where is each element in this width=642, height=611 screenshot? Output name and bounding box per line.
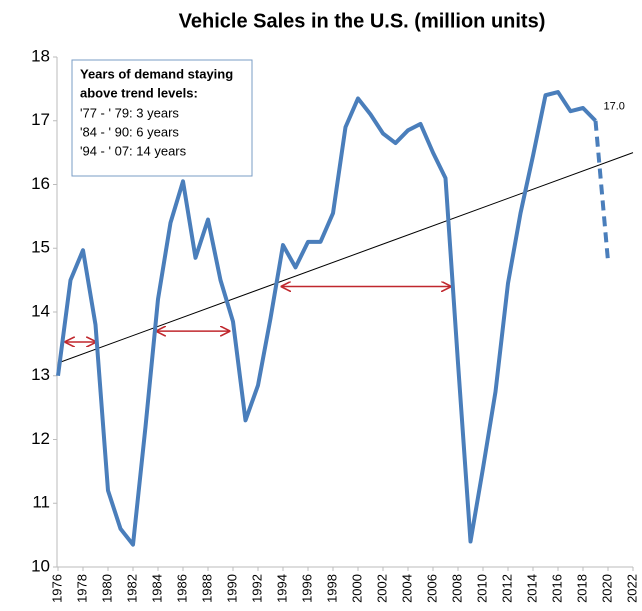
x-tick-label: 1978 xyxy=(74,574,89,603)
annotation-line: '94 - ' 07: 14 years xyxy=(80,143,187,158)
x-tick-label: 2020 xyxy=(599,574,614,603)
x-tick-label: 1998 xyxy=(324,574,339,603)
annotation-line: '84 - ' 90: 6 years xyxy=(80,124,179,139)
series-line xyxy=(56,90,597,547)
annotation-line: '77 - ' 79: 3 years xyxy=(80,105,179,120)
x-tick-label: 1988 xyxy=(199,574,214,603)
y-tick-label: 12 xyxy=(31,429,50,448)
x-tick-label: 2006 xyxy=(424,574,439,603)
y-tick-label: 15 xyxy=(31,238,50,257)
x-tick-label: 2010 xyxy=(474,574,489,603)
x-tick-label: 1996 xyxy=(299,574,314,603)
x-tick-label: 2014 xyxy=(524,574,539,603)
y-tick-label: 16 xyxy=(31,174,50,193)
y-tick-label: 14 xyxy=(31,301,50,320)
y-tick-label: 11 xyxy=(32,493,50,512)
x-tick-label: 2022 xyxy=(624,574,639,603)
x-tick-label: 2004 xyxy=(399,574,414,603)
x-tick-label: 1976 xyxy=(49,574,64,603)
y-tick-label: 18 xyxy=(31,46,50,65)
annotation-box xyxy=(71,59,253,177)
y-tick-label: 13 xyxy=(31,365,50,384)
value-label: 17.0 xyxy=(604,101,625,113)
x-tick-label: 2008 xyxy=(449,574,464,603)
x-tick-label: 1994 xyxy=(274,574,289,603)
x-tick-label: 2002 xyxy=(374,574,389,603)
series-line xyxy=(593,120,610,262)
x-tick-label: 1980 xyxy=(99,574,114,603)
x-tick-label: 1984 xyxy=(149,574,164,603)
trend-line xyxy=(57,152,634,364)
y-tick-label: 10 xyxy=(31,556,50,575)
x-tick-label: 2012 xyxy=(499,574,514,603)
x-tick-label: 2000 xyxy=(349,574,364,603)
annotation-heading: above trend levels: xyxy=(80,85,198,100)
x-tick-label: 1990 xyxy=(224,574,239,603)
x-tick-label: 1982 xyxy=(124,574,139,603)
annotation-heading: Years of demand staying xyxy=(80,66,233,81)
chart-title: Vehicle Sales in the U.S. (million units… xyxy=(179,10,546,32)
x-tick-label: 1992 xyxy=(249,574,264,603)
y-tick-label: 17 xyxy=(31,110,50,129)
x-tick-label: 1986 xyxy=(174,574,189,603)
x-tick-label: 2016 xyxy=(549,574,564,603)
x-tick-label: 2018 xyxy=(574,574,589,603)
